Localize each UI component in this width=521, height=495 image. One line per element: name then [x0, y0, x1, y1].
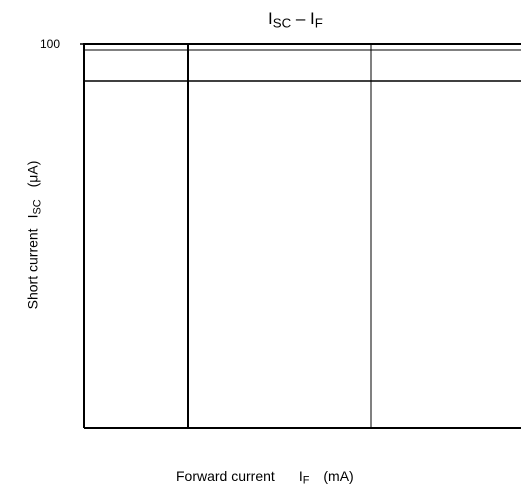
x-axis-symbol: I — [298, 468, 303, 484]
y-axis-label-text: Short current — [24, 228, 41, 310]
x-axis-unit: (mA) — [323, 468, 354, 484]
y-tick-label-100: 100 — [40, 37, 61, 51]
y-axis-subscript: SC — [31, 199, 44, 215]
title-subscript: SC — [272, 15, 292, 31]
chart-title: ISC – IF — [268, 9, 323, 30]
title-subscript-2: F — [314, 15, 323, 31]
title-separator: – I — [291, 9, 315, 28]
x-axis-label-text: Forward current — [176, 468, 275, 484]
x-axis-subscript: F — [302, 474, 310, 487]
y-axis-label: Short current ISC (μA) — [25, 161, 44, 310]
y-axis-symbol: I — [24, 214, 41, 219]
title-symbol: I — [268, 9, 273, 28]
y-axis-unit: (μA) — [24, 160, 41, 188]
x-axis-label: Forward current IF (mA) — [176, 468, 354, 487]
